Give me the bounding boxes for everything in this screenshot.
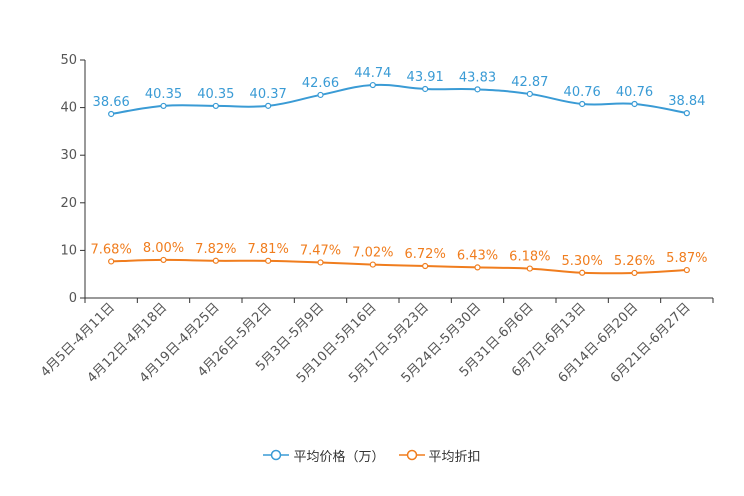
data-point[interactable] [160, 256, 167, 264]
y-tick-label: 30 [60, 148, 77, 163]
data-label: 43.91 [407, 70, 444, 85]
data-point[interactable] [212, 257, 219, 264]
y-tick-label: 40 [60, 101, 77, 116]
data-point[interactable] [526, 265, 533, 272]
legend-discount-label: 平均折扣 [428, 449, 481, 465]
legend-item-price[interactable]: 平均价格（万） [263, 446, 385, 465]
data-label: 40.37 [250, 87, 287, 102]
data-label: 5.30% [562, 254, 603, 269]
data-label: 7.82% [195, 242, 236, 257]
data-point[interactable] [369, 261, 376, 268]
data-label: 6.72% [405, 247, 446, 262]
line-chart: 010203040504月5日-4月11日4月12日-4月18日4月19日-4月… [38, 53, 714, 386]
legend-price-label: 平均价格（万） [293, 449, 385, 465]
data-point[interactable] [369, 81, 376, 89]
data-label: 40.35 [145, 87, 182, 102]
y-tick-label: 20 [60, 196, 77, 211]
data-point[interactable] [683, 110, 690, 117]
data-point[interactable] [160, 102, 167, 110]
data-label: 7.02% [352, 246, 393, 261]
data-label: 7.81% [248, 242, 289, 257]
data-label: 43.83 [459, 70, 496, 85]
data-point[interactable] [579, 269, 586, 276]
series-line-1 [111, 258, 687, 275]
data-point[interactable] [212, 102, 219, 110]
series-line-0 [111, 83, 688, 115]
chart-legend: 平均价格（万） 平均折扣 [0, 444, 744, 466]
data-point[interactable] [474, 264, 481, 271]
data-point[interactable] [422, 85, 429, 93]
data-label: 44.74 [354, 66, 391, 81]
data-label: 6.43% [457, 248, 498, 263]
data-point[interactable] [265, 102, 272, 109]
data-point[interactable] [631, 269, 638, 277]
y-tick-label: 10 [60, 243, 77, 258]
data-label: 8.00% [143, 241, 184, 256]
data-label: 7.47% [300, 243, 341, 258]
data-point[interactable] [631, 100, 638, 108]
data-label: 40.76 [564, 85, 601, 100]
data-point[interactable] [108, 110, 115, 118]
legend-item-discount[interactable]: 平均折扣 [398, 446, 481, 465]
data-label: 38.84 [668, 94, 705, 109]
data-point[interactable] [579, 100, 586, 108]
data-label: 42.66 [302, 76, 339, 91]
data-point[interactable] [317, 91, 324, 99]
data-label: 38.66 [93, 95, 130, 110]
data-label: 5.26% [614, 254, 655, 269]
data-point[interactable] [422, 262, 429, 270]
y-tick-label: 0 [69, 291, 77, 306]
data-label: 40.76 [616, 85, 653, 100]
y-tick-label: 50 [60, 53, 77, 68]
data-label: 40.35 [197, 87, 234, 102]
data-label: 42.87 [511, 75, 548, 90]
data-label: 6.18% [509, 250, 550, 265]
data-point[interactable] [265, 257, 272, 264]
data-label: 5.87% [666, 251, 707, 266]
data-point[interactable] [108, 258, 115, 265]
data-label: 7.68% [91, 242, 132, 257]
legend-discount-marker-icon [398, 449, 425, 461]
data-point[interactable] [317, 259, 324, 266]
data-point[interactable] [474, 86, 481, 93]
data-point[interactable] [526, 90, 533, 98]
data-point[interactable] [683, 266, 690, 274]
legend-price-marker-icon [263, 449, 290, 461]
